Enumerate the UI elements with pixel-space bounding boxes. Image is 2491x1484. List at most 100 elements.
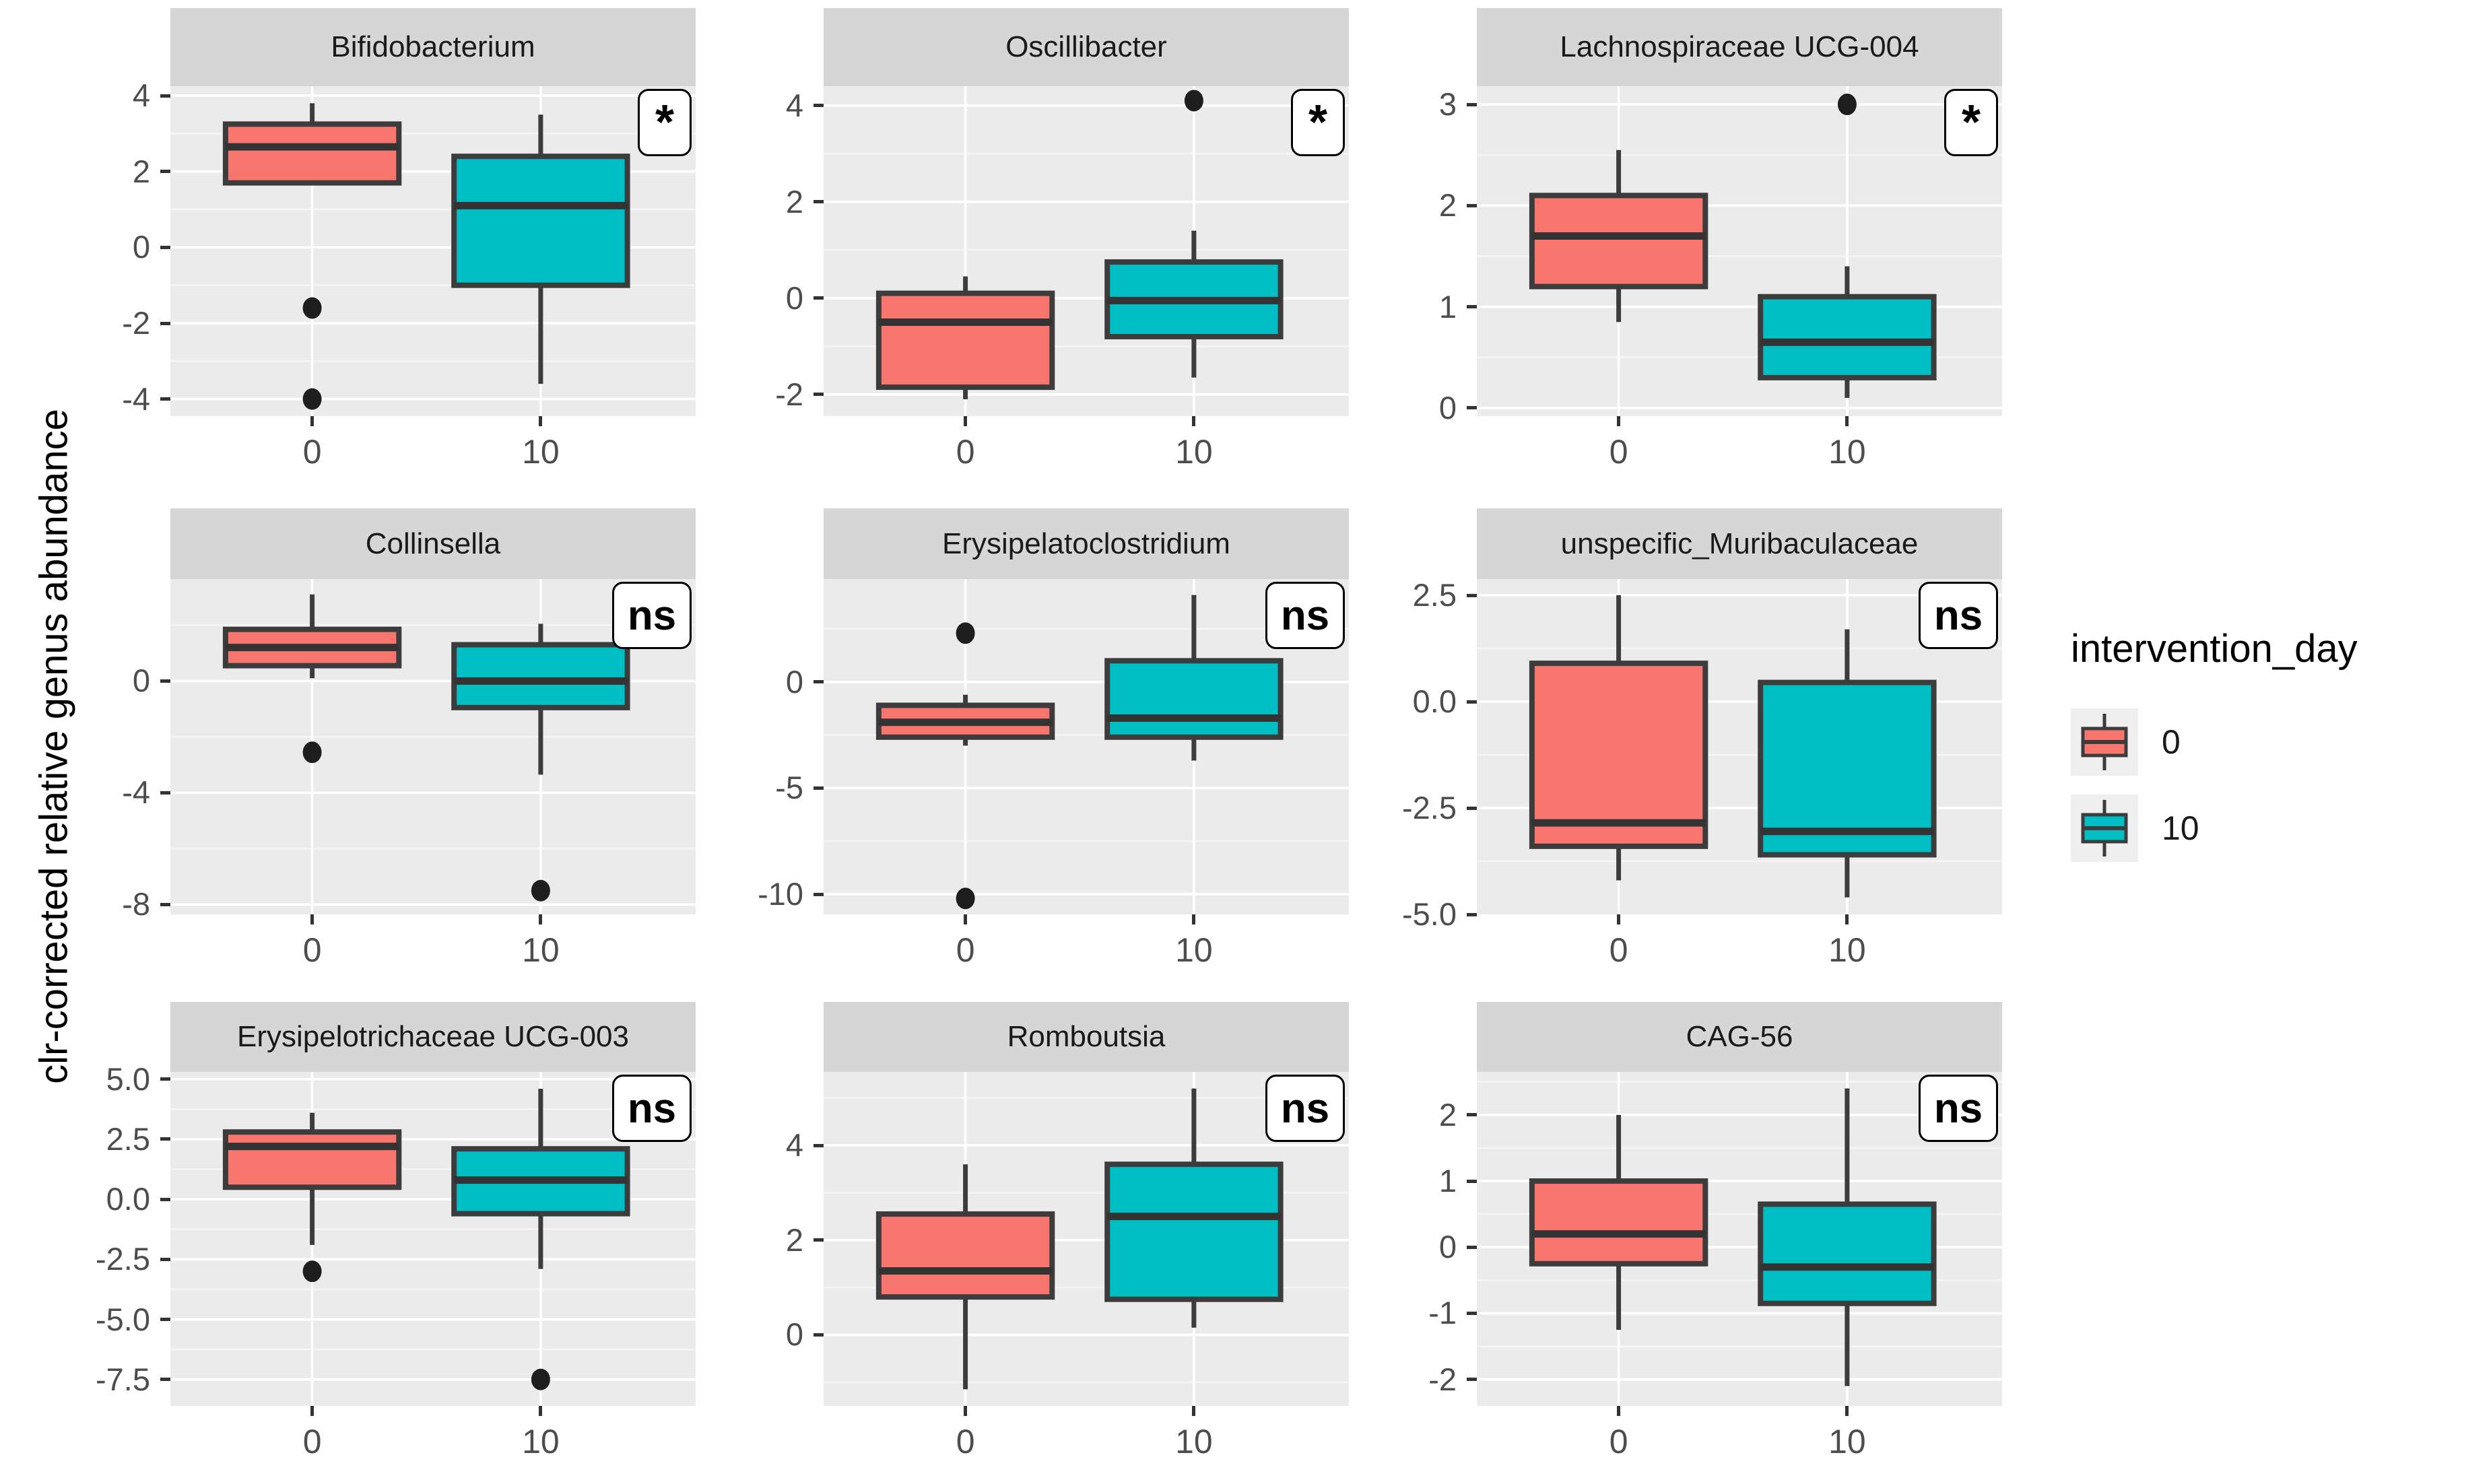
x-tick-mark: [1617, 1406, 1621, 1416]
y-tick-label: 4: [132, 77, 150, 114]
x-tick-mark: [1617, 416, 1621, 426]
y-tick-mark: [1467, 1179, 1477, 1183]
significance-badge: *: [1291, 89, 1345, 156]
x-tick-label: 10: [522, 931, 560, 969]
x-tick-mark: [1845, 1406, 1849, 1416]
y-tick-label: 0: [1438, 1229, 1457, 1265]
y-tick-label: 2: [1438, 187, 1457, 224]
y-tick-mark: [1467, 806, 1477, 810]
y-tick-label: 1: [1438, 288, 1457, 325]
y-tick-mark: [813, 104, 824, 108]
y-tick-mark: [1467, 593, 1477, 597]
significance-badge: ns: [612, 582, 692, 649]
y-tick-mark: [813, 786, 824, 790]
y-tick-label: -2: [122, 305, 150, 341]
y-tick-label: 2.5: [1412, 577, 1457, 613]
x-tick-label: 10: [1175, 1423, 1213, 1460]
legend-label-day10: 10: [2162, 809, 2199, 847]
y-tick-mark: [1467, 1311, 1477, 1315]
significance-badge: ns: [1265, 1075, 1345, 1142]
legend-item-day10: 10: [2071, 795, 2488, 862]
y-tick-mark: [1467, 700, 1477, 704]
y-tick-mark: [160, 1137, 170, 1141]
facet-panel-cag-56: [1477, 1072, 2002, 1406]
x-tick-label: 10: [1828, 931, 1866, 969]
y-tick-label: -5: [775, 770, 803, 806]
x-tick-mark: [1845, 914, 1849, 924]
y-tick-mark: [813, 200, 824, 204]
x-tick-mark: [964, 416, 968, 426]
y-tick-mark: [160, 170, 170, 174]
facet-strip: Collinsella: [170, 508, 696, 579]
facet-strip: Erysipelotrichaceae UCG-003: [170, 1002, 696, 1072]
y-tick-mark: [160, 1318, 170, 1322]
x-tick-label: 0: [1609, 931, 1628, 969]
facet-panel-romboutsia: [824, 1072, 1349, 1406]
y-tick-mark: [813, 1238, 824, 1242]
facet-strip: unspecific_Muribaculaceae: [1477, 508, 2002, 579]
y-tick-label: 2.5: [106, 1120, 150, 1157]
x-tick-mark: [1617, 914, 1621, 924]
x-tick-mark: [1192, 914, 1196, 924]
y-tick-mark: [813, 393, 824, 397]
facet-strip: Oscillibacter: [824, 8, 1349, 86]
x-tick-label: 0: [302, 433, 322, 471]
y-tick-label: -2: [775, 376, 803, 412]
facet-panel-lachnospiraceae-ucg-004: [1477, 86, 2002, 416]
y-tick-mark: [1467, 102, 1477, 106]
legend-label-day0: 0: [2162, 723, 2181, 761]
y-tick-mark: [160, 790, 170, 795]
y-tick-mark: [160, 1378, 170, 1382]
y-tick-label: -7.5: [96, 1361, 150, 1397]
y-tick-label: -4: [122, 774, 150, 811]
y-tick-label: -5.0: [1402, 896, 1457, 932]
legend: intervention_day 0 10: [2071, 626, 2488, 881]
significance-badge: ns: [612, 1075, 692, 1142]
y-tick-mark: [813, 680, 824, 684]
y-tick-mark: [160, 94, 170, 98]
x-tick-label: 0: [1609, 1423, 1628, 1460]
facet-strip: Erysipelatoclostridium: [824, 508, 1349, 579]
significance-badge: *: [638, 89, 692, 156]
y-tick-label: 5.0: [106, 1060, 150, 1097]
legend-key-boxplot-icon-day10: [2071, 795, 2138, 862]
y-tick-mark: [813, 296, 824, 300]
x-tick-label: 10: [522, 433, 560, 471]
significance-badge: *: [1944, 89, 1998, 156]
y-tick-mark: [813, 1143, 824, 1147]
y-tick-label: -8: [122, 886, 150, 922]
y-tick-mark: [1467, 305, 1477, 309]
x-tick-mark: [1192, 416, 1196, 426]
x-tick-label: 0: [956, 1423, 975, 1460]
x-tick-mark: [310, 1406, 314, 1416]
x-tick-mark: [310, 416, 314, 426]
y-tick-label: -4: [122, 380, 150, 417]
x-tick-label: 10: [1828, 1423, 1866, 1460]
facet-strip: Bifidobacterium: [170, 8, 696, 86]
y-tick-label: 0: [785, 663, 803, 700]
y-tick-label: 0: [132, 229, 150, 265]
facet-panel-erysipelatoclostridium: [824, 579, 1349, 914]
y-tick-mark: [813, 892, 824, 896]
significance-badge: ns: [1919, 582, 1998, 649]
x-tick-label: 0: [1609, 433, 1628, 471]
y-tick-label: 2: [785, 1221, 803, 1258]
y-tick-mark: [1467, 203, 1477, 207]
facet-panel-erysipelotrichaceae-ucg-003: [170, 1072, 696, 1406]
y-tick-label: 0: [1438, 389, 1457, 426]
y-tick-label: -10: [758, 876, 803, 912]
y-tick-label: -1: [1428, 1295, 1457, 1331]
y-tick-mark: [160, 1197, 170, 1201]
legend-key-boxplot-icon-day0: [2071, 708, 2138, 776]
x-tick-mark: [539, 416, 543, 426]
y-tick-label: 2: [132, 153, 150, 189]
y-tick-label: 4: [785, 1127, 803, 1163]
y-tick-label: 1: [1438, 1163, 1457, 1199]
x-tick-mark: [964, 914, 968, 924]
x-tick-mark: [1192, 1406, 1196, 1416]
x-tick-mark: [964, 1406, 968, 1416]
x-tick-label: 10: [1828, 433, 1866, 471]
x-tick-mark: [1845, 416, 1849, 426]
y-tick-label: -2: [1428, 1361, 1457, 1397]
x-tick-mark: [539, 914, 543, 924]
